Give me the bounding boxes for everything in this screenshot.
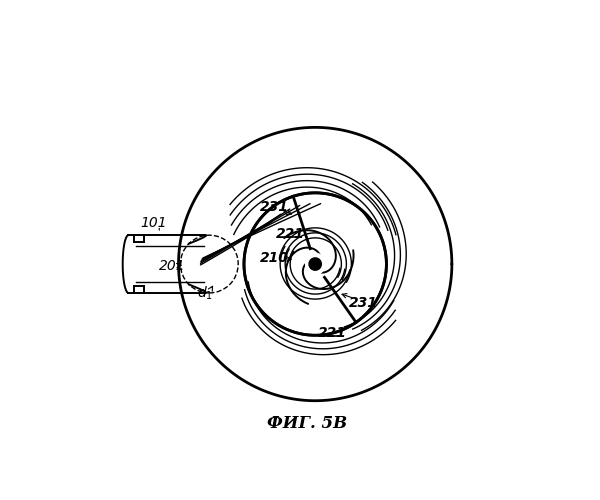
Ellipse shape — [306, 254, 325, 274]
Text: 221: 221 — [318, 326, 347, 340]
Circle shape — [179, 128, 452, 400]
Text: 210: 210 — [260, 252, 289, 266]
Text: 201: 201 — [158, 259, 185, 273]
Text: 101: 101 — [140, 216, 167, 230]
Circle shape — [309, 258, 322, 270]
Text: 221: 221 — [276, 227, 305, 241]
Text: 231: 231 — [260, 200, 289, 214]
Text: 231: 231 — [349, 296, 378, 310]
Text: ФИГ. 5В: ФИГ. 5В — [268, 416, 347, 432]
Text: $d_1$: $d_1$ — [197, 284, 214, 302]
